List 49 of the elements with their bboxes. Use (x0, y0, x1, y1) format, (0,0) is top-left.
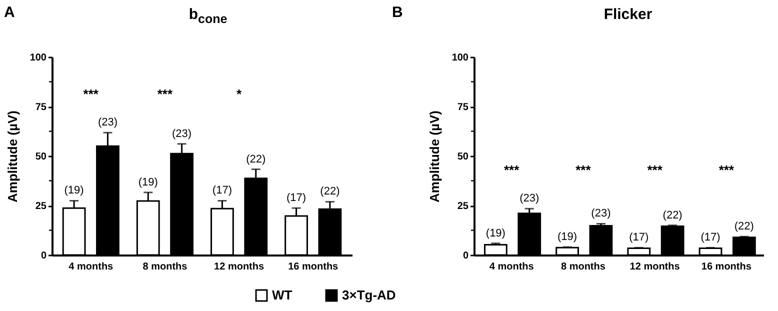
annotation: * (236, 86, 243, 102)
text: B (392, 4, 403, 21)
y-tick-label: 75 (457, 102, 469, 113)
legend-label: WT (272, 288, 292, 303)
y-tick-label: 0 (462, 250, 469, 262)
annotation: (19) (64, 184, 84, 197)
y-axis-title: Amplitude (µV) (426, 110, 442, 202)
x-tick-label: 12 months (630, 262, 680, 272)
annotation: (22) (662, 209, 682, 222)
x-tick-label: 4 months (68, 262, 114, 272)
y-tick-label: 75 (35, 102, 47, 113)
annotation: (19) (486, 227, 506, 240)
text: A (4, 4, 15, 21)
annotation: (17) (212, 184, 232, 197)
annotation: (23) (98, 116, 118, 129)
annotation: (22) (734, 220, 754, 233)
annotation: (23) (591, 208, 611, 220)
annotation: (17) (286, 192, 306, 204)
annotation: (17) (629, 232, 649, 244)
annotation: (19) (558, 231, 578, 244)
y-tick-label: 100 (30, 52, 47, 64)
x-tick-label: 16 months (701, 262, 752, 272)
chart-title: b$_{cone}$ (188, 6, 228, 26)
x-tick-label: 8 months (142, 262, 188, 272)
y-tick-label: 50 (457, 152, 469, 162)
annotation: (19) (138, 176, 158, 188)
x-tick-label: 8 months (560, 262, 606, 272)
y-tick-label: 0 (40, 250, 47, 262)
x-tick-label: 16 months (288, 262, 339, 272)
annotation: (22) (246, 153, 266, 166)
annotation: *** (157, 86, 174, 102)
annotation: *** (83, 86, 100, 102)
chart-title: Flicker (604, 6, 652, 23)
annotation: *** (504, 162, 520, 178)
y-tick-label: 50 (35, 152, 47, 162)
annotation: *** (718, 162, 735, 178)
x-tick-label: 12 months (214, 262, 264, 272)
y-tick-label: 25 (35, 201, 47, 212)
legend-label: 3×Tg-AD (342, 288, 396, 303)
annotation: *** (647, 162, 664, 178)
y-tick-label: 25 (457, 201, 469, 212)
annotation: (22) (320, 186, 340, 198)
x-tick-label: 4 months (489, 262, 534, 272)
annotation: (23) (520, 192, 540, 205)
annotation: *** (576, 162, 592, 178)
y-axis-title: Amplitude (µV) (4, 110, 20, 202)
annotation: (23) (172, 128, 192, 140)
y-tick-label: 100 (452, 52, 469, 64)
annotation: (17) (700, 232, 720, 244)
